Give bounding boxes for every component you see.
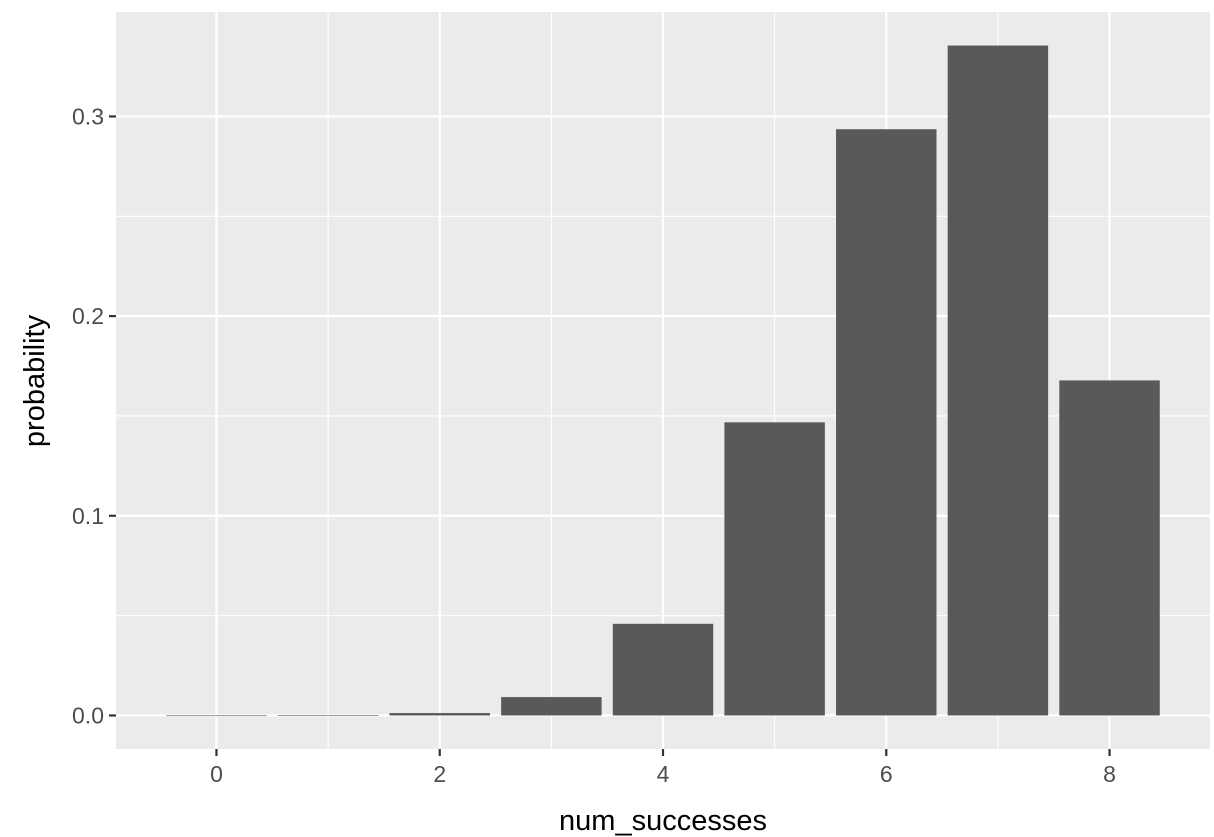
x-tick-label: 6	[880, 761, 893, 787]
y-tick-label: 0.3	[72, 103, 104, 129]
bar	[724, 422, 825, 716]
x-tick-label: 0	[210, 761, 223, 787]
bar	[501, 697, 602, 716]
bar	[836, 129, 937, 716]
bar	[277, 715, 379, 716]
x-tick-label: 4	[657, 761, 670, 787]
x-tick-label: 2	[433, 761, 446, 787]
bar	[1059, 380, 1160, 716]
y-axis: 0.0 0.1 0.2 0.3	[72, 103, 116, 728]
bar	[389, 713, 490, 716]
bar	[612, 623, 714, 716]
bar	[166, 715, 267, 717]
x-axis-title: num_successes	[559, 805, 767, 837]
bars	[166, 45, 1160, 717]
bar	[947, 45, 1049, 716]
y-tick-label: 0.2	[72, 303, 104, 329]
y-tick-label: 0.0	[72, 702, 104, 728]
x-tick-label: 8	[1103, 761, 1116, 787]
y-axis-title: probability	[19, 314, 51, 447]
y-tick-label: 0.1	[72, 503, 104, 529]
x-axis: 0 2 4 6 8	[210, 749, 1116, 787]
